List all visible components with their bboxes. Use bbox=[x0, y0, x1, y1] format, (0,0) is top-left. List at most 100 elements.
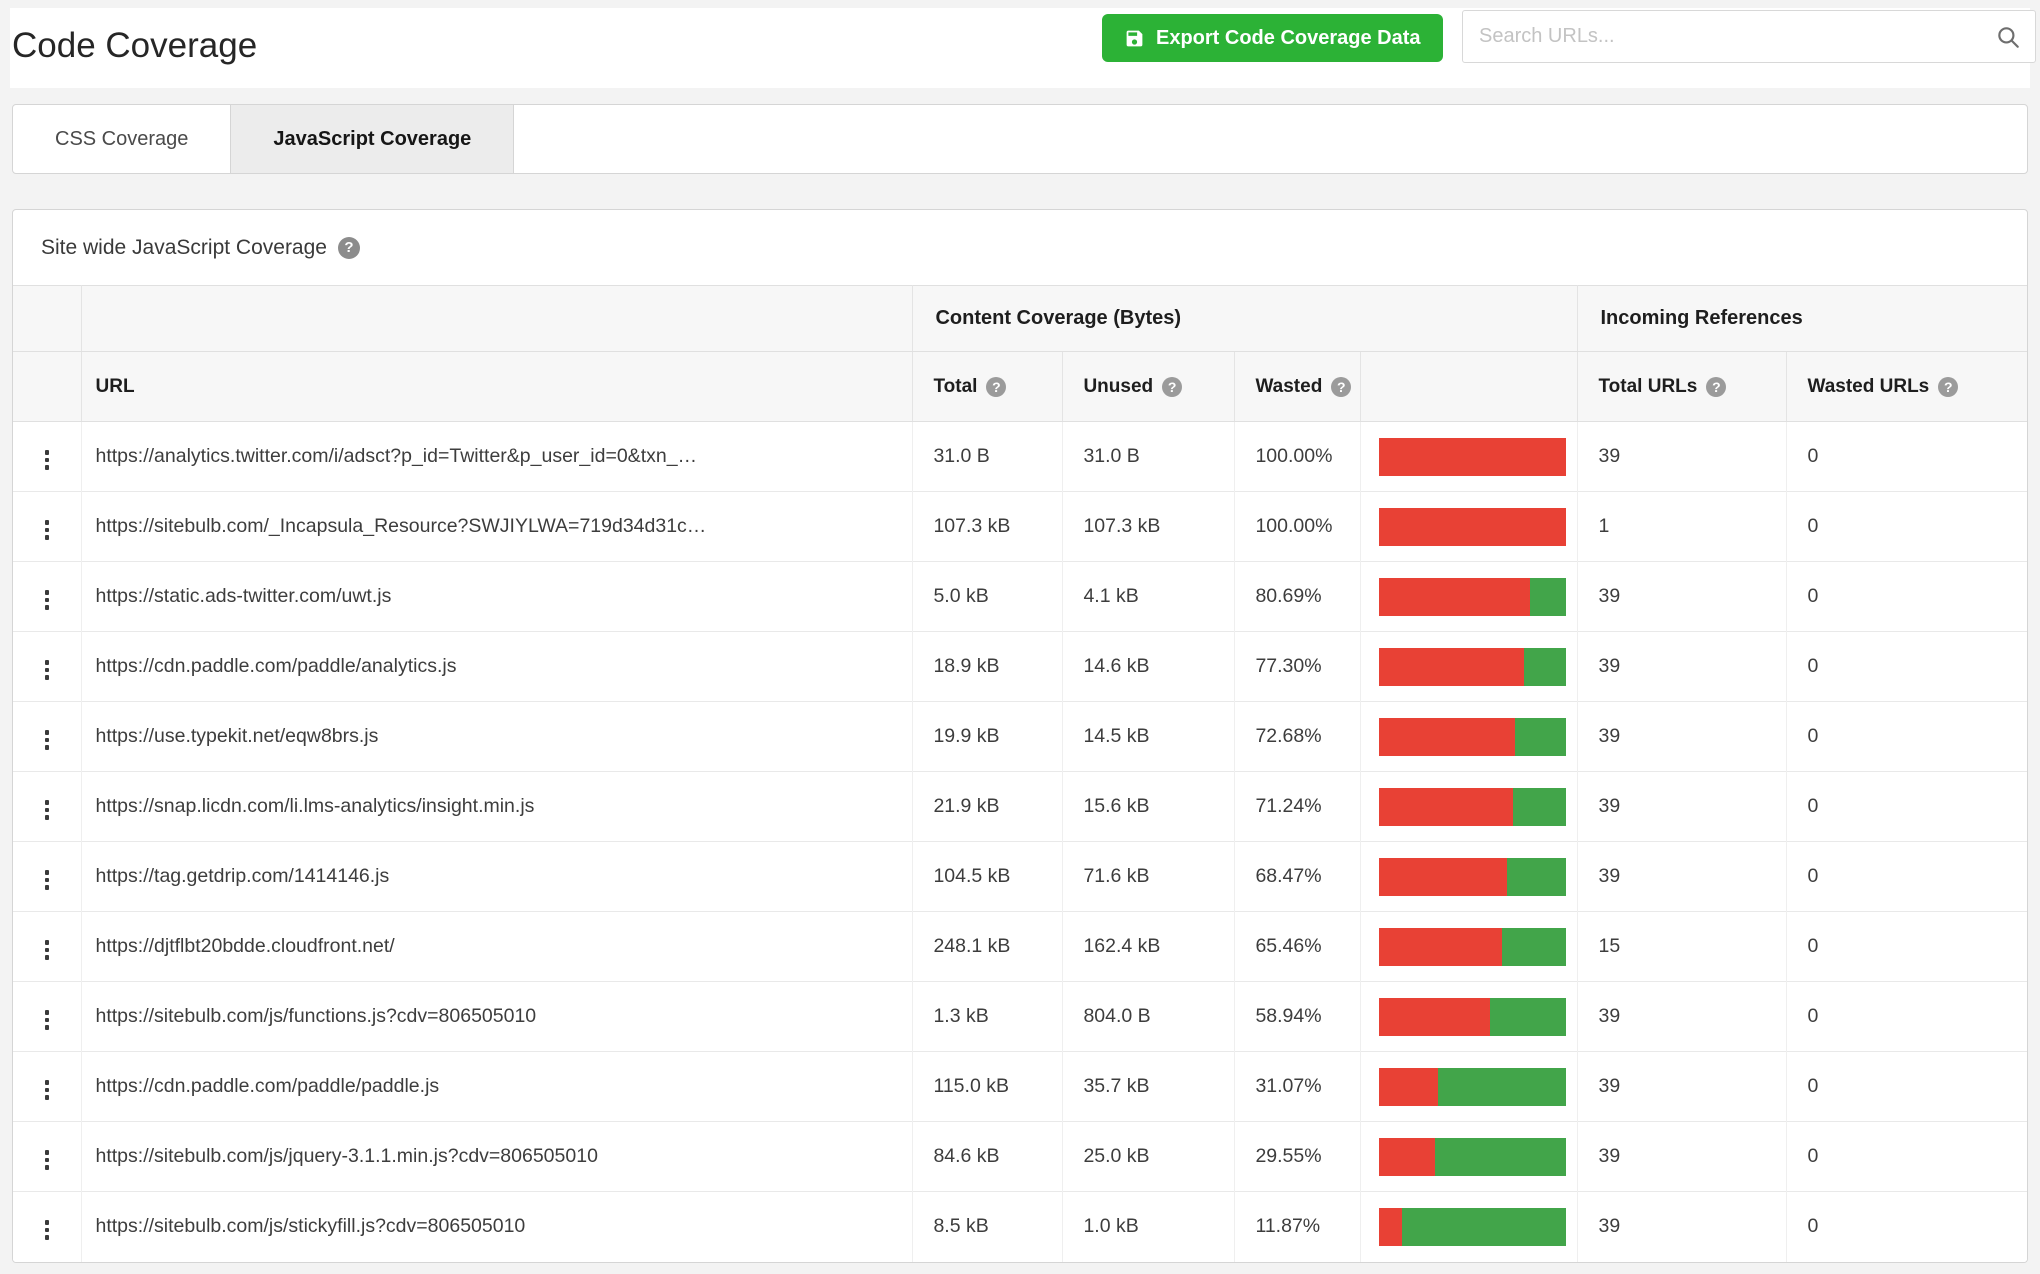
wasted-bar-red-segment bbox=[1379, 1068, 1437, 1106]
page-title: Code Coverage bbox=[12, 26, 257, 66]
wasted-bar-green-segment bbox=[1530, 578, 1566, 616]
row-url[interactable]: https://analytics.twitter.com/i/adsct?p_… bbox=[81, 422, 913, 492]
row-wasted-bar-cell bbox=[1361, 422, 1578, 492]
row-actions-cell bbox=[13, 422, 81, 492]
group-header-spacer bbox=[81, 286, 913, 352]
wasted-bar bbox=[1379, 508, 1566, 546]
table-group-header-row: Content Coverage (Bytes) Incoming Refere… bbox=[13, 286, 2027, 352]
row-actions-kebab-icon[interactable] bbox=[35, 1144, 60, 1176]
row-total-urls: 39 bbox=[1578, 1052, 1787, 1122]
row-total-urls: 39 bbox=[1578, 632, 1787, 702]
row-url[interactable]: https://use.typekit.net/eqw8brs.js bbox=[81, 702, 913, 772]
row-unused-bytes: 35.7 kB bbox=[1063, 1052, 1235, 1122]
column-header-total[interactable]: Total? bbox=[913, 352, 1063, 422]
table-row: https://sitebulb.com/js/jquery-3.1.1.min… bbox=[13, 1122, 2027, 1192]
help-question-icon[interactable]: ? bbox=[338, 237, 360, 259]
row-wasted-bar-cell bbox=[1361, 1052, 1578, 1122]
row-unused-bytes: 31.0 B bbox=[1063, 422, 1235, 492]
table-row: https://static.ads-twitter.com/uwt.js 5.… bbox=[13, 562, 2027, 632]
column-header-total-urls[interactable]: Total URLs? bbox=[1578, 352, 1787, 422]
row-url[interactable]: https://sitebulb.com/js/functions.js?cdv… bbox=[81, 982, 913, 1052]
row-wasted-percent: 31.07% bbox=[1235, 1052, 1361, 1122]
row-actions-kebab-icon[interactable] bbox=[35, 1214, 60, 1246]
column-header-wasted[interactable]: Wasted? bbox=[1235, 352, 1361, 422]
row-total-bytes: 115.0 kB bbox=[913, 1052, 1063, 1122]
row-unused-bytes: 1.0 kB bbox=[1063, 1192, 1235, 1262]
coverage-table-body: https://analytics.twitter.com/i/adsct?p_… bbox=[13, 422, 2027, 1262]
row-url[interactable]: https://djtflbt20bdde.cloudfront.net/ bbox=[81, 912, 913, 982]
tab-css-coverage[interactable]: CSS Coverage bbox=[13, 105, 230, 173]
row-total-urls: 39 bbox=[1578, 1192, 1787, 1262]
row-wasted-percent: 77.30% bbox=[1235, 632, 1361, 702]
row-actions-kebab-icon[interactable] bbox=[35, 584, 60, 616]
search-icon[interactable] bbox=[1995, 24, 2035, 50]
group-header-content-coverage: Content Coverage (Bytes) bbox=[913, 286, 1578, 352]
row-actions-kebab-icon[interactable] bbox=[35, 794, 60, 826]
export-code-coverage-button[interactable]: Export Code Coverage Data bbox=[1102, 14, 1443, 62]
row-unused-bytes: 4.1 kB bbox=[1063, 562, 1235, 632]
coverage-table: Content Coverage (Bytes) Incoming Refere… bbox=[13, 285, 2027, 1262]
row-total-urls: 15 bbox=[1578, 912, 1787, 982]
search-urls-box bbox=[1462, 10, 2036, 63]
row-actions-cell bbox=[13, 982, 81, 1052]
row-url[interactable]: https://sitebulb.com/js/stickyfill.js?cd… bbox=[81, 1192, 913, 1262]
row-actions-kebab-icon[interactable] bbox=[35, 1074, 60, 1106]
row-total-bytes: 19.9 kB bbox=[913, 702, 1063, 772]
row-wasted-bar-cell bbox=[1361, 1122, 1578, 1192]
help-question-icon[interactable]: ? bbox=[1331, 377, 1351, 397]
wasted-bar-red-segment bbox=[1379, 508, 1566, 546]
row-wasted-bar-cell bbox=[1361, 842, 1578, 912]
row-actions-kebab-icon[interactable] bbox=[35, 934, 60, 966]
column-header-url[interactable]: URL bbox=[81, 352, 913, 422]
column-header-unused[interactable]: Unused? bbox=[1063, 352, 1235, 422]
table-row: https://cdn.paddle.com/paddle/analytics.… bbox=[13, 632, 2027, 702]
save-floppy-icon bbox=[1124, 28, 1145, 49]
coverage-panel: Site wide JavaScript Coverage ? Content … bbox=[12, 209, 2028, 1263]
row-total-bytes: 1.3 kB bbox=[913, 982, 1063, 1052]
wasted-bar bbox=[1379, 438, 1566, 476]
row-wasted-bar-cell bbox=[1361, 492, 1578, 562]
table-row: https://sitebulb.com/js/stickyfill.js?cd… bbox=[13, 1192, 2027, 1262]
wasted-bar bbox=[1379, 788, 1566, 826]
row-url[interactable]: https://cdn.paddle.com/paddle/paddle.js bbox=[81, 1052, 913, 1122]
help-question-icon[interactable]: ? bbox=[1706, 377, 1726, 397]
row-total-urls: 39 bbox=[1578, 842, 1787, 912]
search-urls-input[interactable] bbox=[1463, 25, 1995, 48]
table-row: https://djtflbt20bdde.cloudfront.net/ 24… bbox=[13, 912, 2027, 982]
wasted-bar bbox=[1379, 718, 1566, 756]
row-actions-kebab-icon[interactable] bbox=[35, 1004, 60, 1036]
row-url[interactable]: https://tag.getdrip.com/1414146.js bbox=[81, 842, 913, 912]
export-button-label: Export Code Coverage Data bbox=[1156, 27, 1421, 50]
row-url[interactable]: https://static.ads-twitter.com/uwt.js bbox=[81, 562, 913, 632]
row-actions-kebab-icon[interactable] bbox=[35, 514, 60, 546]
row-total-bytes: 18.9 kB bbox=[913, 632, 1063, 702]
tab-javascript-coverage[interactable]: JavaScript Coverage bbox=[230, 105, 514, 173]
help-question-icon[interactable]: ? bbox=[986, 377, 1006, 397]
column-header-wasted-bar bbox=[1361, 352, 1578, 422]
page-header: Code Coverage Export Code Coverage Data bbox=[10, 8, 2030, 88]
row-total-urls: 39 bbox=[1578, 702, 1787, 772]
row-actions-kebab-icon[interactable] bbox=[35, 724, 60, 756]
group-header-spacer bbox=[13, 286, 81, 352]
row-total-bytes: 5.0 kB bbox=[913, 562, 1063, 632]
row-url[interactable]: https://cdn.paddle.com/paddle/analytics.… bbox=[81, 632, 913, 702]
row-actions-kebab-icon[interactable] bbox=[35, 864, 60, 896]
help-question-icon[interactable]: ? bbox=[1162, 377, 1182, 397]
row-actions-cell bbox=[13, 842, 81, 912]
row-actions-cell bbox=[13, 1122, 81, 1192]
wasted-bar-green-segment bbox=[1507, 858, 1566, 896]
row-actions-cell bbox=[13, 702, 81, 772]
row-actions-kebab-icon[interactable] bbox=[35, 654, 60, 686]
row-url[interactable]: https://sitebulb.com/js/jquery-3.1.1.min… bbox=[81, 1122, 913, 1192]
group-header-incoming-references: Incoming References bbox=[1578, 286, 2027, 352]
panel-title: Site wide JavaScript Coverage bbox=[41, 236, 327, 260]
row-url[interactable]: https://snap.licdn.com/li.lms-analytics/… bbox=[81, 772, 913, 842]
column-header-wasted-urls[interactable]: Wasted URLs? bbox=[1787, 352, 2027, 422]
row-url[interactable]: https://sitebulb.com/_Incapsula_Resource… bbox=[81, 492, 913, 562]
row-unused-bytes: 14.5 kB bbox=[1063, 702, 1235, 772]
column-header-spacer bbox=[13, 352, 81, 422]
wasted-bar-red-segment bbox=[1379, 438, 1566, 476]
row-actions-kebab-icon[interactable] bbox=[35, 444, 60, 476]
help-question-icon[interactable]: ? bbox=[1938, 377, 1958, 397]
row-wasted-bar-cell bbox=[1361, 982, 1578, 1052]
